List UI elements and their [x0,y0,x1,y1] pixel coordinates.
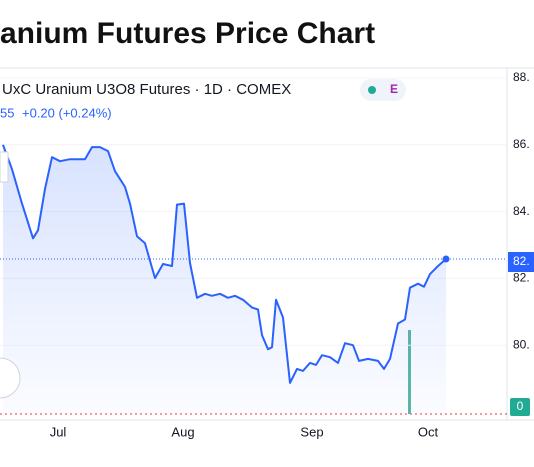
x-tick-label: Aug [171,424,194,439]
tooltip-edge [0,151,9,183]
last-point [442,255,450,263]
y-tick-label: 82. [513,271,530,285]
volume-tag-label: 0 [517,399,524,413]
price-line-series [2,144,447,384]
y-tick-label: 88. [513,70,530,84]
status-dot [368,86,376,94]
area [3,144,446,415]
x-tick-label: Jul [50,424,67,439]
price-change: +0.20 (+0.24%) [22,105,112,120]
y-tick-label: 84. [513,204,530,218]
price-tag [508,252,534,272]
logo[interactable] [0,357,21,399]
y-tick-label: 86. [513,137,530,151]
last-price: 55 [0,105,14,120]
x-tick-label: Oct [418,424,439,439]
price-tag-label: 82. [513,254,530,268]
badge-label: E [390,82,398,96]
legend-title: UxC Uranium U3O8 Futures · 1D · COMEX [2,81,291,98]
x-tick-label: Sep [300,424,323,439]
y-tick-label: 80. [513,337,530,351]
page-title: anium Futures Price Chart [0,17,375,50]
status-badge[interactable] [360,79,406,101]
volume-tag [510,398,530,416]
